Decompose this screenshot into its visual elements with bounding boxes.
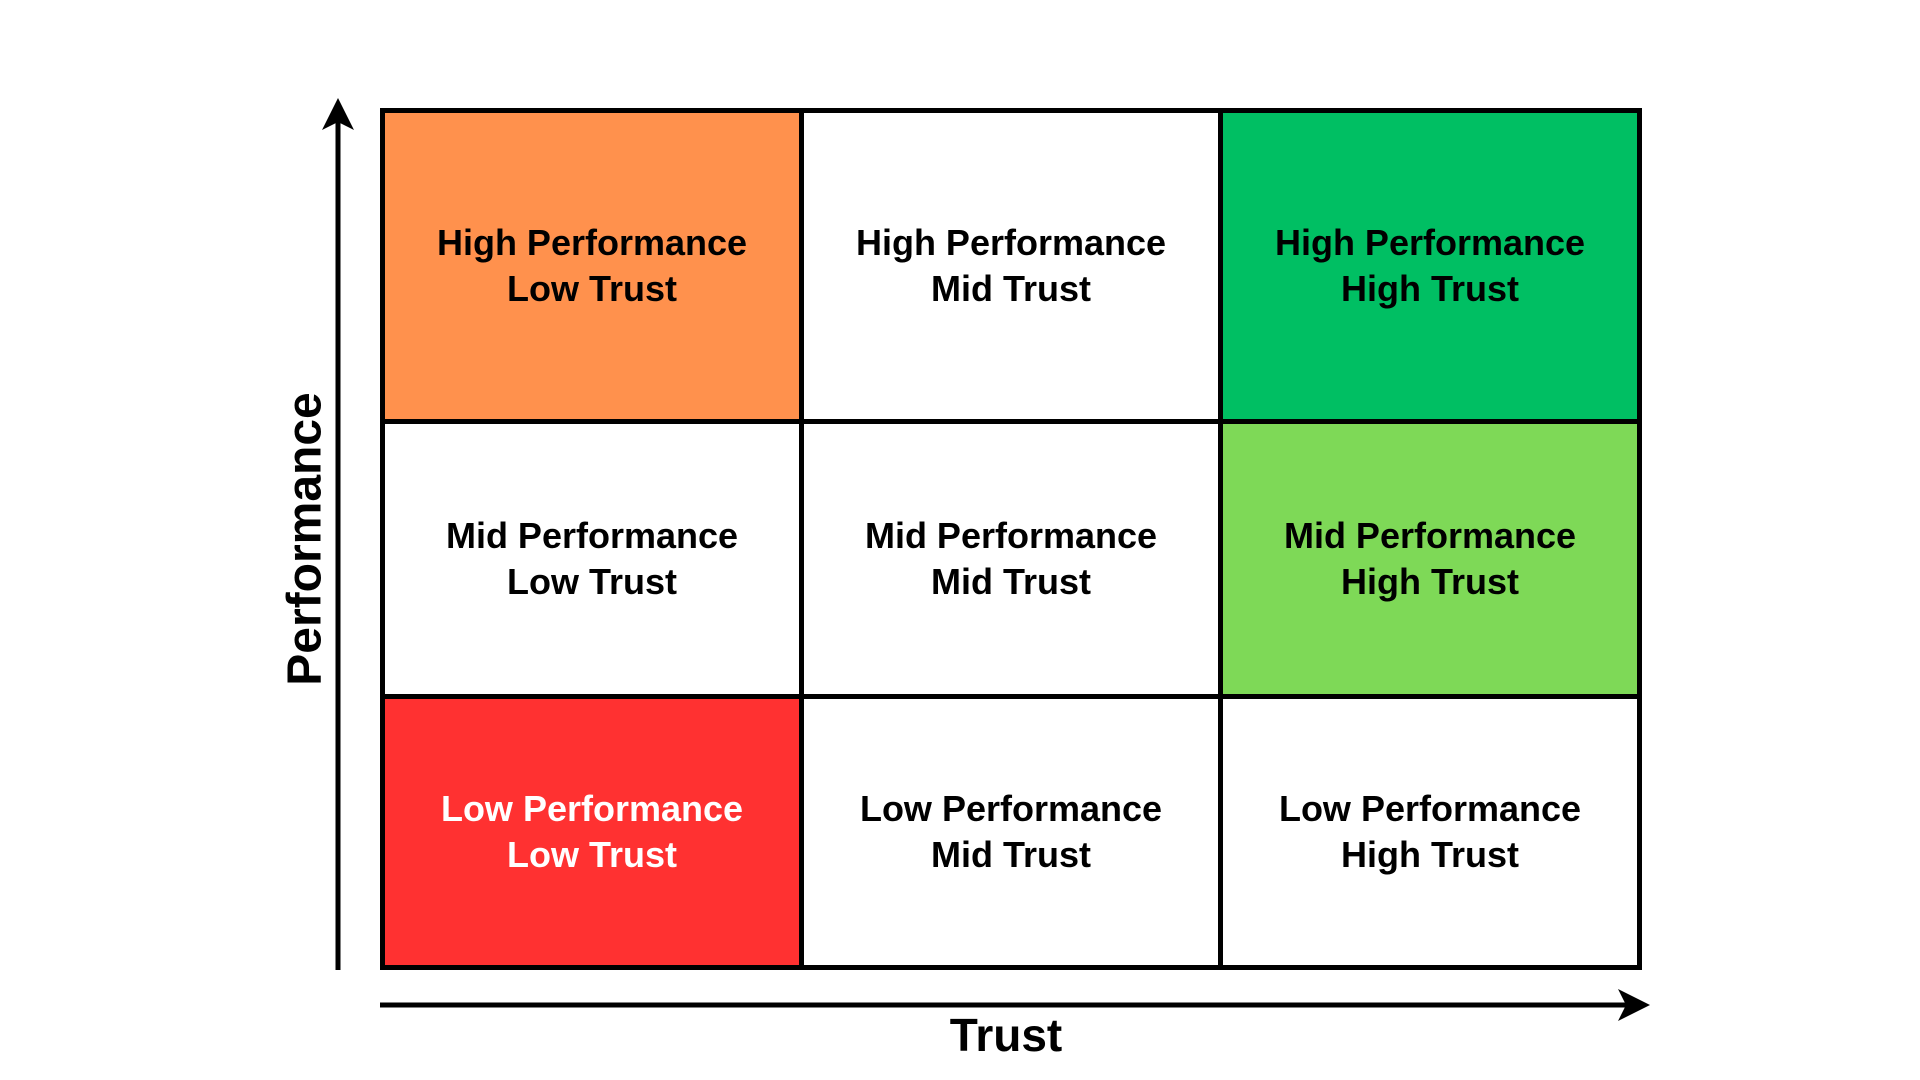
cell-label-line: High Performance	[855, 221, 1167, 263]
x-axis-label: Trust	[949, 1009, 1063, 1061]
y-axis-arrowhead-icon	[322, 98, 354, 130]
cell-label-line: Mid Performance	[1283, 515, 1577, 557]
cell-label-line: Low Trust	[507, 267, 677, 309]
y-axis-label: Performance	[278, 392, 332, 686]
cell-label-line: Mid Trust	[931, 267, 1091, 309]
cell-label-line: Mid Performance	[445, 515, 739, 557]
cell-label-line: High Trust	[1341, 267, 1519, 309]
cell-label-line: Low Performance	[1278, 788, 1582, 830]
cell-label-line: Mid Trust	[931, 834, 1091, 876]
matrix-cell-mid-performance-low-trust: Mid Performance Low Trust	[385, 423, 799, 695]
matrix-cell-low-performance-mid-trust: Low Performance Mid Trust	[804, 699, 1218, 965]
matrix-cell-low-performance-high-trust: Low Performance High Trust	[1223, 699, 1637, 965]
matrix-cell-high-performance-high-trust: High Performance High Trust	[1223, 113, 1637, 419]
cell-label-line: High Performance	[1274, 221, 1586, 263]
cell-label-line: Mid Performance	[864, 515, 1158, 557]
cell-label-line: Low Performance	[440, 788, 744, 830]
matrix-grid: High Performance Low Trust High Performa…	[380, 108, 1642, 970]
matrix-cell-mid-performance-mid-trust: Mid Performance Mid Trust	[804, 423, 1218, 695]
cell-label-line: High Performance	[436, 221, 748, 263]
matrix-cell-high-performance-mid-trust: High Performance Mid Trust	[804, 113, 1218, 419]
cell-label-line: Mid Trust	[931, 561, 1091, 603]
cell-label-line: Low Performance	[859, 788, 1163, 830]
x-axis-arrowhead-icon	[1618, 989, 1650, 1021]
matrix-cell-mid-performance-high-trust: Mid Performance High Trust	[1223, 423, 1637, 695]
cell-label-line: High Trust	[1341, 561, 1519, 603]
cell-label-line: Low Trust	[507, 561, 677, 603]
matrix-cell-high-performance-low-trust: High Performance Low Trust	[385, 113, 799, 419]
matrix-cell-low-performance-low-trust: Low Performance Low Trust	[385, 699, 799, 965]
cell-label-line: Low Trust	[507, 834, 677, 876]
cell-label-line: High Trust	[1341, 834, 1519, 876]
